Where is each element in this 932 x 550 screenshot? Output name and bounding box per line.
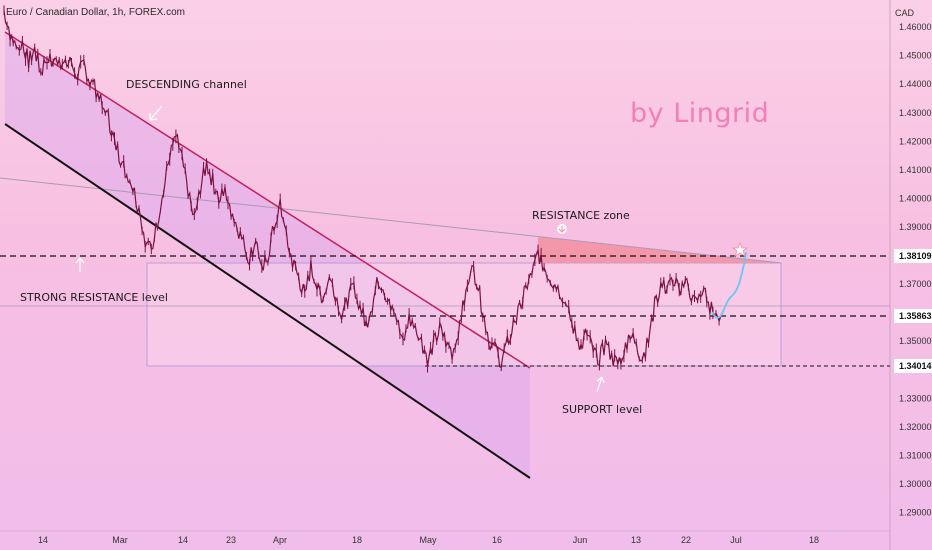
time-tick-3: 23 <box>226 535 236 545</box>
long-trendline <box>0 177 782 264</box>
resistance-zone-label: RESISTANCE zone <box>532 209 630 222</box>
zone-marker-arrow-icon <box>558 226 566 233</box>
price-tick-4: 1.42000 <box>899 136 932 146</box>
support-price-text: 1.34014 <box>899 361 932 371</box>
resistance-arrow-icon <box>75 257 85 272</box>
time-tick-11: Jul <box>730 535 742 545</box>
projection-path <box>711 251 747 319</box>
strong-resistance-label: STRONG RESISTANCE level <box>20 291 168 304</box>
time-tick-7: 16 <box>492 535 502 545</box>
time-tick-8: Jun <box>573 535 588 545</box>
price-tick-0: 1.46000 <box>899 22 932 32</box>
price-axis: 1.46000 1.45000 1.44000 1.43000 1.42000 1.410… <box>899 22 932 517</box>
time-tick-12: 18 <box>809 535 819 545</box>
price-tick-5: 1.41000 <box>899 165 932 175</box>
chart-title: Euro / Canadian Dollar, 1h, FOREX.com <box>6 7 185 18</box>
price-tick-10: 1.33000 <box>899 393 932 403</box>
price-tick-6: 1.40000 <box>899 193 932 203</box>
descending-channel-fill <box>5 32 530 478</box>
time-tick-2: 14 <box>178 535 188 545</box>
price-tick-13: 1.30000 <box>899 479 932 489</box>
price-tick-2: 1.44000 <box>899 79 932 89</box>
price-tick-14: 1.29000 <box>899 507 932 517</box>
time-tick-9: 13 <box>631 535 641 545</box>
target-star-icon <box>731 241 749 257</box>
time-tick-1: Mar <box>112 535 128 545</box>
price-tick-1: 1.45000 <box>899 51 932 61</box>
support-arrow-icon <box>596 376 605 393</box>
time-tick-10: 22 <box>681 535 691 545</box>
mid-price-text: 1.35863 <box>899 311 932 321</box>
author-watermark: by Lingrid <box>630 98 770 129</box>
price-series <box>3 5 722 373</box>
price-tick-11: 1.32000 <box>899 422 932 432</box>
upper-channel-line <box>4 31 531 369</box>
price-tick-12: 1.31000 <box>899 450 932 460</box>
resistance-price-label: 1.38109 <box>894 249 932 263</box>
range-box <box>146 262 782 367</box>
price-tick-3: 1.43000 <box>899 108 932 118</box>
price-tick-9: 1.35000 <box>899 336 932 346</box>
support-price-label: 1.34014 <box>894 359 932 373</box>
support-level-label: SUPPORT level <box>562 403 643 416</box>
price-tick-7: 1.39000 <box>899 222 932 232</box>
currency-label: CAD <box>894 8 914 18</box>
time-tick-5: 18 <box>352 535 362 545</box>
price-line <box>3 10 722 369</box>
resistance-price-text: 1.38109 <box>899 251 932 261</box>
time-tick-0: 14 <box>38 535 48 545</box>
time-axis: 14 Mar 14 23 Apr 18 May 16 Jun 13 22 Jul 18 <box>38 535 819 545</box>
time-tick-6: May <box>419 535 437 545</box>
mid-price-label: 1.35863 <box>894 309 932 323</box>
descending-channel-label: DESCENDING channel <box>126 78 247 91</box>
descending-arrow-icon <box>149 105 163 121</box>
price-tick-8: 1.37000 <box>899 279 932 289</box>
time-tick-4: Apr <box>273 535 287 545</box>
lower-channel-line <box>4 123 531 479</box>
